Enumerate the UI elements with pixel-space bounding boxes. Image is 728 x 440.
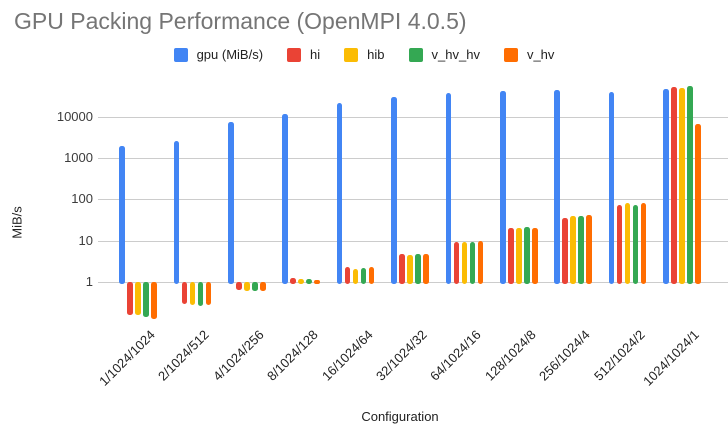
bar-hi[interactable] — [344, 267, 351, 284]
x-tick-label: 256/1024/4 — [536, 327, 593, 384]
x-tick-label: 4/1024/256 — [209, 327, 267, 384]
y-tick-label: 1000 — [64, 150, 93, 166]
bar-v-hv-hv[interactable] — [252, 282, 258, 291]
bar-v-hv[interactable] — [205, 282, 212, 306]
legend-item-v-hv-hv[interactable]: v_hv_hv — [408, 47, 480, 62]
bar-hib[interactable] — [189, 282, 196, 306]
bar-v-hv-hv[interactable] — [415, 254, 421, 284]
bar-v-hv-hv[interactable] — [524, 227, 530, 284]
gridline-1 — [98, 282, 728, 283]
bar-v-hv-hv[interactable] — [197, 282, 204, 307]
legend-swatch-icon — [344, 47, 359, 62]
x-tick-label: 1/1024/1024 — [95, 327, 158, 389]
bar-gpu-mib-s-[interactable] — [554, 90, 560, 284]
legend-label: v_hv_hv — [431, 47, 480, 62]
bar-gpu-mib-s-[interactable] — [608, 91, 615, 284]
legend-label: v_hv — [526, 47, 555, 62]
bar-hib[interactable] — [461, 241, 468, 284]
bar-v-hv-hv[interactable] — [306, 278, 312, 284]
gridline-1000 — [98, 158, 728, 160]
y-tick-label: 100 — [71, 191, 93, 207]
bar-v-hv[interactable] — [368, 267, 375, 284]
bar-hib[interactable] — [679, 87, 685, 284]
legend-label: hi — [310, 47, 321, 62]
x-tick-label: 32/1024/32 — [372, 327, 430, 384]
legend: gpu (MiB/s) hi hib v_hv_hv v_hv — [0, 47, 728, 62]
y-axis-title: MiB/s — [9, 206, 25, 239]
bar-v-hv[interactable] — [151, 282, 157, 319]
bar-v-hv[interactable] — [640, 203, 647, 284]
bar-v-hv-hv[interactable] — [632, 205, 639, 284]
bar-hi[interactable] — [236, 282, 242, 290]
bar-hib[interactable] — [352, 268, 359, 284]
bar-gpu-mib-s-[interactable] — [391, 97, 397, 284]
bar-hi[interactable] — [290, 277, 296, 284]
bar-hib[interactable] — [624, 202, 631, 284]
bar-v-hv-hv[interactable] — [360, 267, 367, 284]
bar-gpu-mib-s-[interactable] — [119, 145, 125, 284]
bar-v-hv[interactable] — [532, 228, 538, 284]
bar-hi[interactable] — [671, 86, 677, 284]
gridline-100 — [98, 199, 728, 201]
x-tick-label: 1024/1024/1 — [639, 327, 702, 389]
bar-hi[interactable] — [616, 205, 623, 284]
bar-hi[interactable] — [181, 282, 188, 304]
bar-hib[interactable] — [570, 215, 576, 284]
bar-hi[interactable] — [562, 218, 568, 284]
bar-gpu-mib-s-[interactable] — [663, 88, 669, 284]
legend-item-hi[interactable]: hi — [287, 47, 320, 62]
legend-label: hib — [367, 47, 385, 62]
legend-item-hib[interactable]: hib — [344, 47, 385, 62]
x-tick-label: 2/1024/512 — [155, 327, 213, 384]
legend-item-gpu-mib-s-[interactable]: gpu (MiB/s) — [173, 47, 264, 62]
x-axis-title: Configuration — [361, 409, 439, 424]
bar-v-hv[interactable] — [423, 253, 429, 284]
bar-v-hv-hv[interactable] — [143, 282, 149, 318]
bar-hi[interactable] — [453, 241, 460, 284]
bar-hib[interactable] — [244, 282, 250, 291]
bar-gpu-mib-s-[interactable] — [173, 140, 180, 284]
x-tick-label: 64/1024/16 — [427, 327, 485, 384]
bar-hi[interactable] — [127, 282, 133, 315]
chart-title: GPU Packing Performance (OpenMPI 4.0.5) — [14, 8, 467, 34]
bar-gpu-mib-s-[interactable] — [500, 91, 506, 284]
bar-gpu-mib-s-[interactable] — [282, 114, 288, 284]
bar-v-hv[interactable] — [260, 282, 266, 292]
gridline-10000 — [98, 116, 728, 118]
bar-v-hv-hv[interactable] — [578, 215, 584, 284]
bar-hib[interactable] — [298, 279, 304, 284]
legend-swatch-icon — [173, 47, 188, 62]
bar-gpu-mib-s-[interactable] — [336, 102, 343, 284]
legend-swatch-icon — [287, 47, 302, 62]
y-tick-label: 1 — [85, 274, 93, 289]
legend-swatch-icon — [408, 47, 423, 62]
x-tick-label: 128/1024/8 — [481, 327, 539, 384]
bar-hi[interactable] — [399, 253, 405, 284]
bar-hib[interactable] — [135, 282, 141, 316]
bar-v-hv[interactable] — [314, 280, 320, 284]
gridline-10 — [98, 240, 728, 242]
legend-label: gpu (MiB/s) — [196, 47, 264, 62]
bar-hib[interactable] — [407, 255, 413, 284]
x-tick-label: 8/1024/128 — [264, 327, 321, 384]
x-tick-label: 512/1024/2 — [590, 327, 648, 384]
legend-swatch-icon — [503, 47, 518, 62]
bar-v-hv[interactable] — [695, 123, 701, 284]
bar-v-hv-hv[interactable] — [687, 86, 693, 284]
bar-v-hv[interactable] — [477, 241, 484, 284]
bar-hib[interactable] — [516, 228, 522, 284]
y-tick-label: 10000 — [56, 108, 93, 124]
legend-item-v-hv[interactable]: v_hv — [503, 47, 555, 62]
bar-hi[interactable] — [508, 228, 514, 284]
bar-gpu-mib-s-[interactable] — [228, 121, 234, 284]
bar-gpu-mib-s-[interactable] — [445, 93, 452, 284]
x-tick-label: 16/1024/64 — [318, 327, 376, 384]
y-tick-label: 10 — [78, 232, 93, 248]
bar-v-hv[interactable] — [586, 215, 592, 284]
bar-v-hv-hv[interactable] — [469, 241, 476, 284]
